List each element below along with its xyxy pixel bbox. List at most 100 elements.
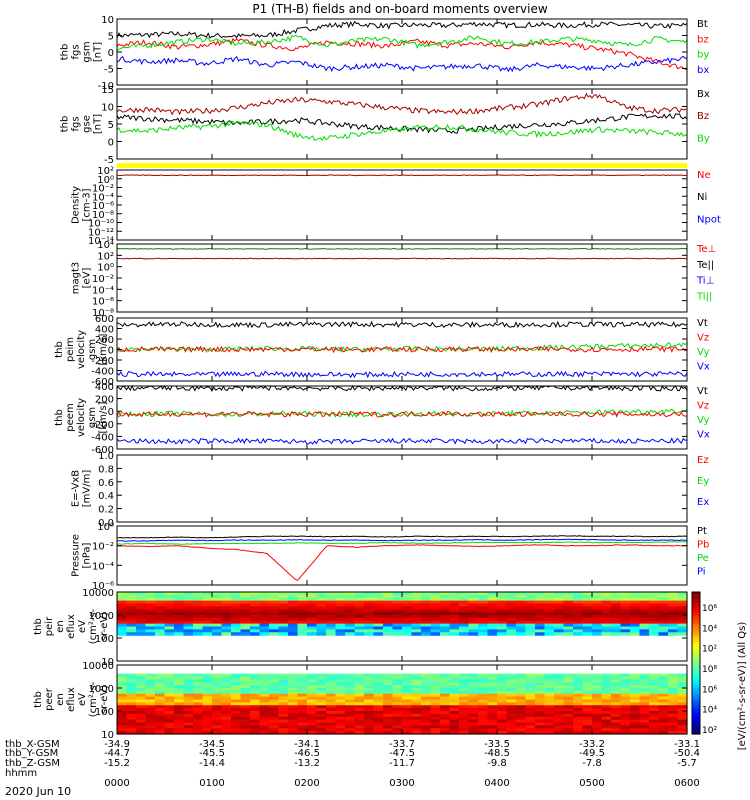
spectrogram-cell <box>117 716 128 721</box>
spectrogram-cell <box>155 682 166 686</box>
spectrogram-cell <box>250 690 261 695</box>
spectrogram-cell <box>316 603 327 607</box>
spectrogram-cell <box>668 699 679 703</box>
spectrogram-cell <box>126 702 137 706</box>
spectrogram-cell <box>402 702 413 706</box>
spectrogram-cell <box>278 603 289 607</box>
spectrogram-cell <box>677 603 688 607</box>
spectrogram-cell <box>259 699 270 703</box>
spectrogram-cell <box>183 632 194 636</box>
spectrogram-cell <box>316 623 327 628</box>
spectrogram-cell <box>193 693 204 698</box>
legend-entry: Ex <box>697 497 709 508</box>
spectrogram-cell <box>354 676 365 680</box>
spectrogram-cell <box>440 592 451 596</box>
spectrogram-cell <box>649 606 660 610</box>
x-axis-value: -14.4 <box>199 758 225 769</box>
spectrogram-cell <box>554 679 565 683</box>
spectrogram-cell <box>326 606 337 610</box>
spectrogram-cell <box>563 676 574 680</box>
spectrogram-cell <box>288 629 299 633</box>
spectrogram-cell <box>535 592 546 596</box>
spectrogram-cell <box>554 673 565 678</box>
spectrogram-cell <box>155 711 166 715</box>
spectrogram-cell <box>383 719 394 724</box>
spectrogram-cell <box>231 690 242 695</box>
spectrogram-cell <box>364 699 375 703</box>
spectrogram-cell <box>582 688 593 692</box>
spectrogram-cell <box>288 716 299 721</box>
spectrogram-cell <box>611 609 622 613</box>
spectrogram-cell <box>535 690 546 695</box>
y-tick-label: 10000 <box>82 661 114 672</box>
x-axis-row-label: thb_Z-GSM <box>5 758 60 769</box>
spectrogram-cell <box>677 711 688 715</box>
spectrogram-cell <box>402 615 413 619</box>
spectrogram-cell <box>392 711 403 715</box>
spectrogram-cell <box>193 728 204 732</box>
spectrogram-cell <box>544 716 555 721</box>
spectrogram-cell <box>440 682 451 686</box>
spectrogram-cell <box>459 696 470 701</box>
spectrogram-cell <box>402 632 413 636</box>
spectrogram-cell <box>554 719 565 724</box>
spectrogram-cell <box>573 626 584 630</box>
spectrogram-cell <box>231 711 242 715</box>
spectrogram-cell <box>478 676 489 680</box>
spectrogram-cell <box>677 623 688 628</box>
spectrogram-cell <box>601 702 612 706</box>
spectrogram-cell <box>373 731 384 735</box>
spectrogram-cell <box>601 725 612 729</box>
spectrogram-cell <box>221 728 232 732</box>
spectrogram-cell <box>611 682 622 686</box>
spectrogram-cell <box>658 688 669 692</box>
spectrogram-cell <box>677 606 688 610</box>
spectrogram-cell <box>117 592 128 596</box>
spectrogram-cell <box>202 699 213 703</box>
spectrogram-cell <box>117 711 128 715</box>
spectrogram-cell <box>326 615 337 619</box>
spectrogram-cell <box>449 592 460 596</box>
x-time-tick-label: 0600 <box>674 778 699 789</box>
spectrogram-cell <box>487 713 498 718</box>
spectrogram-cell <box>145 728 156 732</box>
spectrogram-cell <box>193 612 204 616</box>
spectrogram-cell <box>202 688 213 692</box>
spectrogram-cell <box>231 679 242 683</box>
y-tick-label: 5 <box>108 32 114 43</box>
spectrogram-cell <box>136 731 147 735</box>
spectrogram-cell <box>411 594 422 599</box>
spectrogram-cell <box>440 673 451 678</box>
spectrogram-cell <box>658 713 669 718</box>
spectrogram-cell <box>421 731 432 735</box>
spectrogram-cell <box>620 592 631 596</box>
spectrogram-cell <box>440 693 451 698</box>
spectrogram-cell <box>250 592 261 596</box>
spectrogram-cell <box>373 617 384 622</box>
spectrogram-cell <box>345 713 356 718</box>
spectrogram-cell <box>468 699 479 703</box>
spectrogram-cell <box>164 716 175 721</box>
spectrogram-cell <box>620 676 631 680</box>
spectrogram-cell <box>440 620 451 625</box>
spectrogram-cell <box>535 626 546 630</box>
spectrogram-cell <box>468 615 479 619</box>
series-line-by <box>116 34 688 52</box>
spectrogram-cell <box>630 600 641 605</box>
y-tick-label: 200 <box>95 335 114 346</box>
spectrogram-cell <box>449 725 460 729</box>
spectrogram-cell <box>630 728 641 732</box>
spectrogram-cell <box>202 676 213 680</box>
spectrogram-cell <box>468 629 479 633</box>
spectrogram-cell <box>240 617 251 622</box>
spectrogram-cell <box>582 626 593 630</box>
spectrogram-cell <box>554 617 565 622</box>
y-tick-label: 100 <box>95 707 114 718</box>
spectrogram-cell <box>145 606 156 610</box>
spectrogram-cell <box>259 728 270 732</box>
spectrogram-cell <box>449 731 460 735</box>
spectrogram-cell <box>592 699 603 703</box>
legend-entry: Vx <box>697 429 710 440</box>
spectrogram-cell <box>221 722 232 726</box>
spectrogram-cell <box>240 682 251 686</box>
